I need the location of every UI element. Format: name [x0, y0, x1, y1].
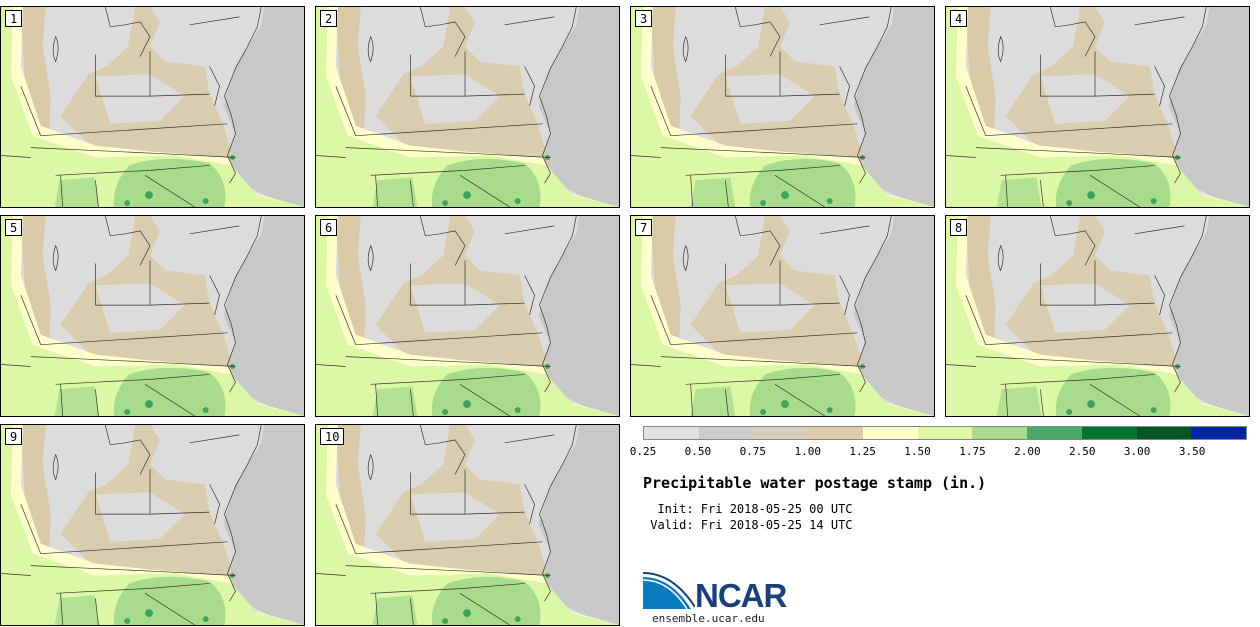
member-number-label: 5: [5, 219, 23, 236]
colorbar-tick: 1.50: [904, 445, 931, 458]
colorbar-swatch: [753, 427, 809, 439]
colorbar-swatch: [1191, 427, 1247, 439]
ensemble-member-map: 3: [630, 6, 935, 208]
member-number-label: 6: [320, 219, 338, 236]
chart-title: Precipitable water postage stamp (in.): [643, 474, 987, 492]
ensemble-member-map: 4: [945, 6, 1250, 208]
colorbar-swatch: [1081, 427, 1137, 439]
ensemble-member-map: 1: [0, 6, 305, 208]
colorbar-tick-labels: 0.25 0.50 0.75 1.00 1.25 1.50 1.75 2.00 2.50 3.00…: [630, 445, 1247, 459]
member-number-label: 8: [950, 219, 968, 236]
colorbar: [643, 426, 1247, 440]
member-number-label: 7: [635, 219, 653, 236]
ensemble-member-map: 8: [945, 215, 1250, 417]
member-number-label: 1: [5, 10, 23, 27]
colorbar-swatch: [1136, 427, 1192, 439]
colorbar-swatch: [644, 427, 699, 439]
colorbar-tick: 0.25: [629, 445, 657, 458]
ncar-swoosh-icon: [643, 572, 695, 610]
member-number-label: 4: [950, 10, 968, 27]
member-number-label: 10: [320, 428, 345, 445]
colorbar-tick: 1.75: [959, 445, 986, 458]
ensemble-member-map: 9: [0, 424, 305, 626]
member-number-label: 9: [5, 428, 23, 445]
colorbar-swatch: [808, 427, 863, 439]
ensemble-member-map: 10: [315, 424, 620, 626]
valid-time: Valid: Fri 2018-05-25 14 UTC: [643, 518, 853, 532]
colorbar-tick: 1.00: [794, 445, 821, 458]
colorbar-swatch: [1027, 427, 1082, 439]
colorbar-swatch: [698, 427, 754, 439]
member-number-label: 2: [320, 10, 338, 27]
colorbar-tick: 2.50: [1069, 445, 1096, 458]
ncar-logo-text: NCAR: [695, 577, 787, 614]
site-url: ensemble.ucar.edu: [652, 612, 765, 625]
ensemble-member-map: 7: [630, 215, 935, 417]
colorbar-tick: 3.00: [1123, 445, 1151, 458]
colorbar-tick: 0.75: [739, 445, 767, 458]
colorbar-tick: 1.25: [849, 445, 876, 458]
ncar-logo: NCAR: [643, 571, 793, 613]
colorbar-tick: 3.50: [1178, 445, 1206, 458]
colorbar-swatch: [917, 427, 973, 439]
colorbar-swatch: [972, 427, 1028, 439]
colorbar-swatch: [862, 427, 918, 439]
ensemble-member-map: 2: [315, 6, 620, 208]
colorbar-tick: 2.00: [1014, 445, 1041, 458]
init-time: Init: Fri 2018-05-25 00 UTC: [643, 502, 853, 516]
member-number-label: 3: [635, 10, 653, 27]
ensemble-member-map: 6: [315, 215, 620, 417]
ensemble-member-map: 5: [0, 215, 305, 417]
colorbar-tick: 0.50: [684, 445, 712, 458]
